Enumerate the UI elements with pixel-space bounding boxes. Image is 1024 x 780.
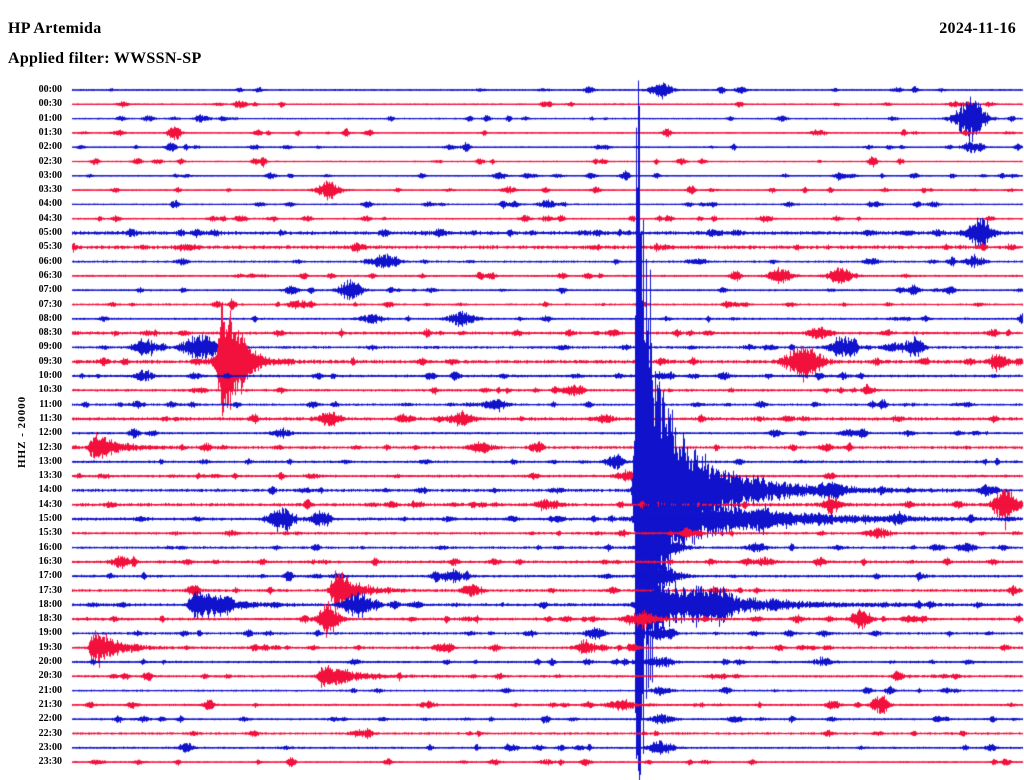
time-label: 15:00	[38, 513, 62, 524]
time-label: 11:00	[39, 398, 62, 410]
time-label: 06:30	[38, 269, 62, 281]
time-label: 10:00	[38, 370, 62, 381]
time-label: 03:30	[38, 184, 62, 196]
time-label: 08:00	[38, 312, 62, 324]
time-label: 02:00	[38, 141, 62, 153]
time-label: 20:00	[38, 656, 62, 667]
time-label: 04:00	[38, 198, 62, 210]
time-label: 12:30	[38, 441, 62, 453]
time-label: 12:00	[38, 427, 62, 439]
time-label: 01:00	[38, 112, 62, 124]
time-label: 00:00	[38, 84, 62, 95]
time-label: 19:00	[38, 627, 62, 639]
time-label: 23:00	[38, 741, 62, 753]
time-label: 14:30	[38, 498, 62, 510]
time-label: 17:30	[38, 584, 62, 596]
time-label: 09:00	[38, 341, 62, 353]
time-label: 02:30	[38, 155, 62, 167]
filter-label: Applied filter: WWSSN-SP	[8, 50, 202, 67]
time-label: 05:30	[38, 241, 62, 253]
time-label: 22:00	[38, 713, 62, 725]
time-label: 19:30	[38, 641, 62, 653]
time-label: 07:30	[38, 298, 62, 310]
time-label: 07:00	[38, 284, 62, 296]
time-label: 22:30	[38, 727, 62, 739]
time-label: 17:00	[38, 570, 62, 582]
time-label: 16:30	[38, 555, 62, 567]
time-label: 23:30	[38, 756, 62, 768]
time-label: 20:30	[38, 670, 62, 682]
time-label: 11:30	[39, 412, 62, 424]
date-label: 2024-11-16	[939, 20, 1016, 37]
time-label: 09:30	[38, 355, 62, 367]
time-label: 00:30	[38, 98, 62, 110]
time-label: 15:30	[38, 527, 62, 539]
time-label: 05:00	[38, 227, 62, 238]
time-label: 01:30	[38, 126, 62, 138]
time-label: 18:30	[38, 613, 62, 625]
time-label: 13:30	[38, 470, 62, 482]
time-label: 13:00	[38, 455, 62, 467]
time-label: 21:30	[38, 698, 62, 710]
time-label: 04:30	[38, 212, 62, 224]
time-label: 08:30	[38, 327, 62, 339]
time-label: 21:00	[38, 684, 62, 696]
time-label: 18:00	[38, 598, 62, 610]
time-label: 10:30	[38, 384, 62, 396]
time-label: 14:00	[38, 484, 62, 496]
time-label: 06:00	[38, 255, 62, 267]
time-label: 16:00	[38, 541, 62, 553]
time-label: 03:00	[38, 169, 62, 181]
station-name: HP Artemida	[8, 20, 102, 37]
